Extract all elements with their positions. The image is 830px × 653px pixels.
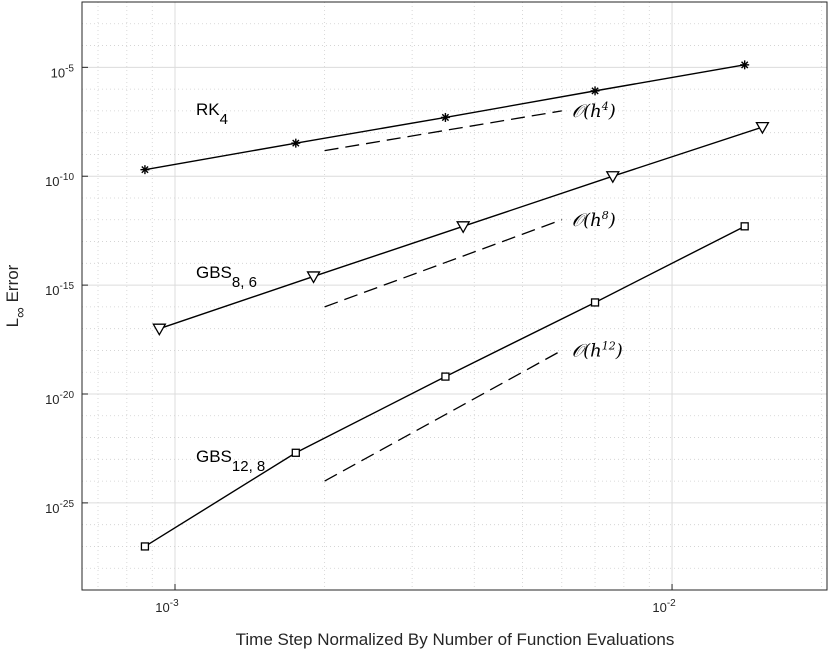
asterisk-marker <box>291 138 301 148</box>
triangle-marker <box>306 271 321 284</box>
x-axis-label: Time Step Normalized By Number of Functi… <box>236 630 675 649</box>
triangle-marker <box>456 221 471 234</box>
x-tick-label: 10-3 <box>155 598 179 615</box>
reference-line <box>324 219 562 308</box>
asterisk-marker <box>440 112 450 122</box>
y-tick-label: 10-25 <box>45 499 74 516</box>
triangle-marker <box>152 323 167 336</box>
square-marker <box>590 298 600 307</box>
square-marker <box>740 222 749 231</box>
series-1 <box>152 121 770 336</box>
square-marker <box>441 372 450 381</box>
series-label: GBS8, 6 <box>196 263 257 291</box>
plot-area-frame <box>81 1 828 591</box>
asterisk-marker <box>740 60 750 70</box>
reference-line <box>324 110 562 152</box>
series-2 <box>140 222 749 551</box>
asterisk-marker <box>140 165 150 175</box>
y-axis-label-main: L <box>3 318 22 327</box>
axis-ticks: 10-3 10-2 10-5 10-10 10-15 10-20 10-25 <box>45 63 676 615</box>
svg-text:L∞ Error: L∞ Error <box>3 264 29 327</box>
y-tick-label: 10-5 <box>51 63 75 80</box>
series-0 <box>140 60 750 175</box>
triangle-marker <box>755 121 770 135</box>
x-tick-label: 10-2 <box>652 598 676 615</box>
y-tick-label: 10-10 <box>45 172 74 189</box>
y-axis-label: L∞ Error <box>3 264 29 327</box>
square-marker <box>140 542 150 551</box>
series-label: RK4 <box>196 100 228 128</box>
reference-label: 𝒪(h8) <box>572 209 616 231</box>
reference-label: 𝒪(h4) <box>572 100 616 122</box>
reference-label: 𝒪(h12) <box>572 339 623 361</box>
data-series <box>140 60 770 551</box>
y-tick-label: 10-15 <box>45 281 74 298</box>
triangle-marker <box>605 171 620 184</box>
asterisk-marker <box>590 86 600 96</box>
annotations: 𝒪(h4) 𝒪(h8) 𝒪(h12) RK4 GBS8, 6 GBS12, 8 <box>196 100 623 475</box>
series-label: GBS12, 8 <box>196 447 265 475</box>
square-marker <box>291 448 300 457</box>
reference-line <box>324 349 563 482</box>
y-axis-label-sub: ∞ <box>12 307 29 318</box>
y-tick-label: 10-20 <box>45 390 74 407</box>
reference-slope-lines <box>324 110 563 482</box>
y-axis-label-tail: Error <box>3 264 22 307</box>
